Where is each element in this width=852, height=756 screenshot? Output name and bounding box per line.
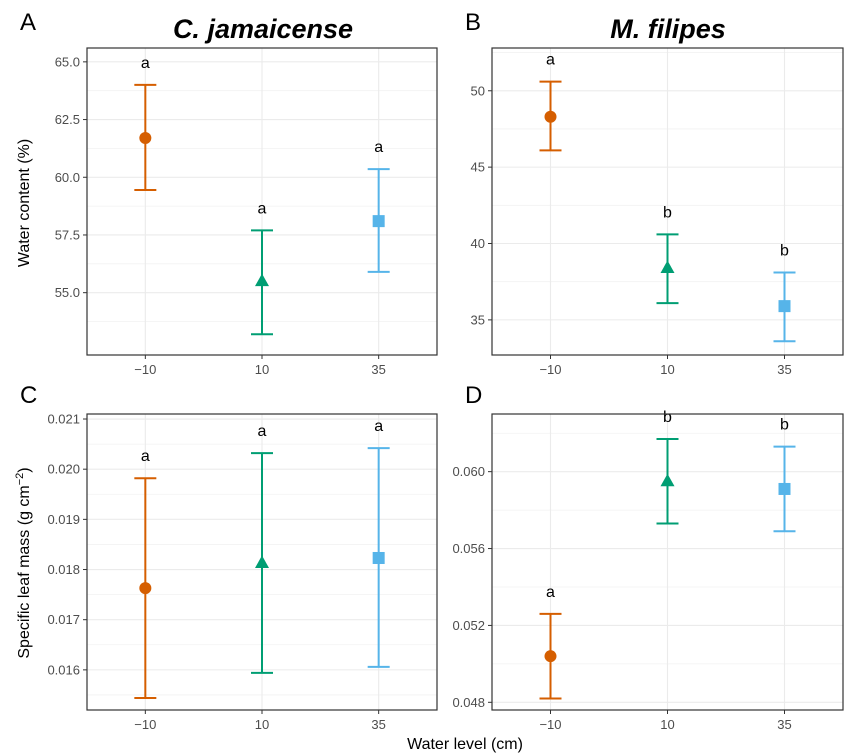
significance-letter: a	[141, 448, 150, 465]
significance-letter: a	[546, 52, 555, 69]
panel-border	[491, 413, 844, 711]
x-tick-label: −10	[134, 717, 156, 732]
panel-border	[86, 413, 438, 711]
significance-letter: a	[258, 200, 267, 217]
panel-border	[491, 47, 844, 356]
y-axis-title-top: Water content (%)	[16, 139, 33, 267]
x-tick-label: 10	[660, 362, 674, 377]
x-axis-title: Water level (cm)	[407, 736, 523, 753]
y-tick-label: 0.019	[47, 512, 80, 527]
panel-letter: B	[465, 9, 481, 36]
y-tick-label: 65.0	[55, 54, 80, 69]
panel-d: 0.048 0.052 0.056 0.060 −10 10 35 a b b D	[452, 382, 844, 732]
data-point-triangle	[255, 555, 269, 569]
y-tick-label: 45	[471, 160, 485, 175]
panel-title: C. jamaicense	[173, 14, 353, 44]
data-point-square	[372, 551, 385, 564]
panel-letter: D	[465, 382, 482, 409]
x-tick-label: 35	[371, 362, 385, 377]
y-tick-label: 55.0	[55, 285, 80, 300]
y-tick-label: 0.017	[47, 612, 80, 627]
x-tick-label: 35	[777, 717, 791, 732]
panel-border	[86, 47, 438, 356]
data-point-square	[372, 215, 385, 228]
significance-letter: a	[546, 584, 555, 601]
significance-letter: a	[258, 423, 267, 440]
data-point-triangle	[255, 273, 269, 287]
x-tick-label: −10	[539, 717, 561, 732]
data-point-triangle	[660, 260, 675, 273]
x-tick-label: 10	[255, 362, 269, 377]
y-tick-label: 57.5	[55, 227, 80, 242]
y-tick-label: 0.052	[452, 618, 485, 633]
x-tick-label: 35	[777, 362, 791, 377]
significance-letter: b	[780, 243, 789, 260]
panel-letter: C	[20, 382, 37, 409]
significance-letter: a	[374, 139, 383, 156]
data-point-circle	[139, 582, 152, 595]
y-axis-title-bottom: Specific leaf mass (g cm−2)	[14, 467, 33, 658]
y-tick-label: 60.0	[55, 170, 80, 185]
y-tick-label: 35	[471, 312, 485, 327]
data-point-circle	[544, 110, 557, 123]
significance-letter: a	[141, 55, 150, 72]
x-tick-label: 10	[660, 717, 674, 732]
y-tick-label: 62.5	[55, 112, 80, 127]
significance-letter: b	[663, 204, 672, 221]
y-tick-label: 0.018	[47, 562, 80, 577]
data-point-square	[778, 300, 791, 313]
y-tick-label: 40	[471, 236, 485, 251]
y-tick-label: 0.021	[47, 412, 80, 427]
significance-letter: a	[374, 418, 383, 435]
y-tick-label: 0.016	[47, 662, 80, 677]
x-tick-label: 10	[255, 717, 269, 732]
significance-letter: b	[663, 409, 672, 426]
significance-letter: b	[780, 417, 789, 434]
y-tick-label: 50	[471, 83, 485, 98]
y-tick-label: 0.056	[452, 541, 485, 556]
x-tick-label: −10	[134, 362, 156, 377]
panel-letter: A	[20, 9, 36, 36]
x-tick-label: −10	[539, 362, 561, 377]
data-point-square	[778, 482, 791, 495]
data-point-circle	[139, 132, 152, 145]
panels: 55.0 57.5 60.0 62.5 65.0 −10 10 35 a a a A C. jamaic…	[20, 9, 844, 732]
panel-b: 35 40 45 50 −10 10 35 a b b B M. filipes	[465, 9, 844, 377]
y-tick-label: 0.060	[452, 464, 485, 479]
y-tick-label: 0.020	[47, 462, 80, 477]
panel-c: 0.016 0.017 0.018 0.019 0.020 0.021 −10 10 35 a a a…	[20, 382, 438, 732]
x-tick-label: 35	[371, 717, 385, 732]
y-tick-label: 0.048	[452, 695, 485, 710]
panel-a: 55.0 57.5 60.0 62.5 65.0 −10 10 35 a a a A C. jamaic…	[20, 9, 438, 377]
panel-title: M. filipes	[610, 14, 726, 44]
data-point-circle	[544, 650, 557, 663]
data-point-triangle	[660, 473, 675, 487]
